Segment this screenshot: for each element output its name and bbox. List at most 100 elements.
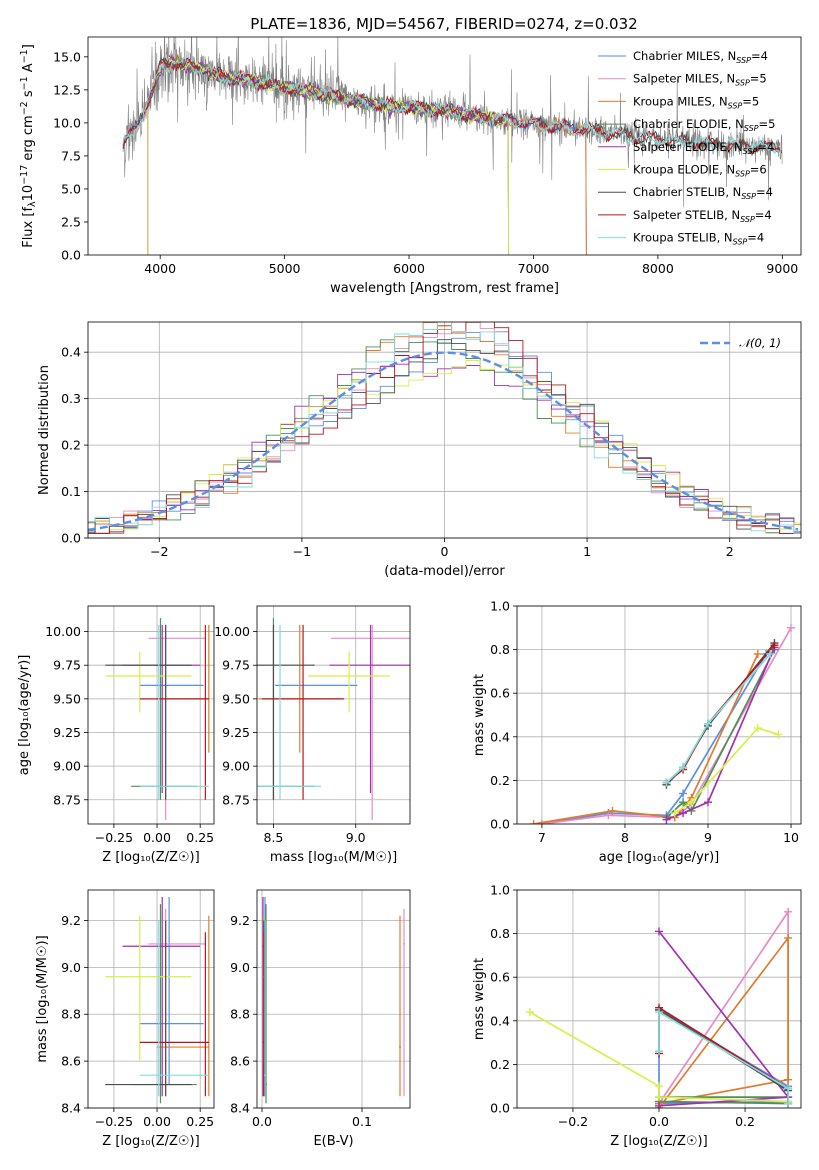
y-tick-label: 9.75: [222, 658, 250, 673]
x-tick-label: 0.1: [352, 1114, 372, 1129]
y-tick-label: 9.0: [230, 960, 250, 975]
legend-label-sub: SSP: [735, 170, 750, 179]
y-tick-label: 8.4: [230, 1101, 250, 1116]
y-label-part: erg cm: [21, 115, 36, 164]
y-axis-label: mass [log₁₀(M/M☉)]: [35, 935, 50, 1062]
legend-label-main: Salpeter STELIB, N: [633, 208, 740, 222]
legend-label-suffix: =6: [750, 163, 767, 177]
legend: 𝒩(0, 1): [700, 336, 781, 350]
axes-frame: [87, 36, 802, 256]
x-axis-label: wavelength [Angstrom, rest frame]: [330, 281, 559, 296]
plot-area: [257, 618, 410, 820]
y-tick-label: 0.4: [490, 729, 510, 744]
x-axis-label: Z [log₁₀(Z/Z☉)]: [102, 1134, 199, 1149]
legend-label-main: Kroupa MILES, N: [633, 94, 728, 108]
x-tick-label: 5000: [269, 261, 301, 276]
y-tick-label: 5.0: [61, 181, 81, 196]
model-salpeter_miles: [122, 56, 587, 255]
x-tick-label: 0.25: [186, 830, 214, 845]
x-tick-label: 0.00: [143, 1114, 171, 1129]
y-tick-label: 0.8: [490, 926, 510, 941]
legend-label-sub: SSP: [728, 101, 743, 110]
panel-mass_vs_ebv: 0.0 0.1 8.4 8.6 8.8 9.0 9.2 E(B-V): [230, 889, 411, 1149]
zw-kroupa_miles: [658, 935, 789, 1108]
y-tick-label: 0.0: [490, 817, 510, 832]
y-tick-label: 0.4: [490, 1013, 510, 1028]
x-tick-label: 0.0: [252, 1114, 272, 1129]
hist-chabrier_miles: [88, 331, 801, 534]
plot-area: [105, 897, 210, 1104]
y-label-part: −17: [19, 165, 30, 185]
y-tick-label: 0.8: [490, 642, 510, 657]
y-axis-label: mass weight: [472, 958, 487, 1040]
x-tick-label: 1: [583, 544, 591, 559]
x-tick-label: 0.2: [735, 1114, 755, 1129]
model-chabrier_miles: [122, 58, 587, 255]
y-axis-label: Flux [fλ10−17 erg cm−2 s−1 A−1]: [19, 44, 38, 248]
y-tick-label: 0.0: [490, 1101, 510, 1116]
legend-label-sub: SSP: [733, 238, 748, 247]
y-label-part: −1: [19, 76, 30, 90]
y-tick-label: 12.5: [53, 82, 81, 97]
x-tick-label: 0.00: [143, 830, 171, 845]
y-tick-label: 9.50: [222, 691, 250, 706]
legend-label-main: Chabrier ELODIE, N: [633, 117, 744, 131]
y-tick-label: 10.00: [214, 624, 250, 639]
axes: −0.25 0.00 0.25 8.75 9.00 9.25 9.50 9.75 10.00 Z …: [17, 624, 214, 865]
axes-frame: [87, 321, 802, 539]
legend-label-suffix: =4: [756, 185, 773, 199]
axes-frame: [516, 605, 802, 825]
model-kroupa_stelib: [122, 56, 783, 155]
legend-label-main: Chabrier MILES, N: [633, 49, 736, 63]
legend-label: Chabrier ELODIE, NSSP=5: [633, 117, 775, 133]
axes: 4000 5000 6000 7000 8000 9000 0.0 2.5 5.0 7.5 10.0…: [19, 44, 798, 296]
y-tick-label: 9.0: [61, 960, 81, 975]
y-tick-label: 9.75: [53, 658, 81, 673]
x-tick-label: −1: [293, 544, 311, 559]
panels: 4000 5000 6000 7000 8000 90000.02.55.07.510.0…: [17, 36, 802, 1149]
y-label-part: −2: [19, 101, 30, 115]
y-tick-label: 0.0: [61, 248, 81, 263]
legend-label-suffix: =5: [750, 72, 767, 86]
x-tick-label: −0.25: [95, 830, 133, 845]
x-axis-label: mass [log₁₀(M/M☉)]: [270, 850, 397, 865]
legend-label-suffix: =5: [759, 117, 776, 131]
axes-frame: [256, 605, 411, 825]
y-tick-label: 1.0: [490, 883, 510, 898]
x-tick-label: 8000: [642, 261, 674, 276]
x-tick-label: −0.2: [558, 1114, 588, 1129]
legend-label-sub: SSP: [740, 215, 755, 224]
y-label-part: Flux [f: [21, 207, 36, 248]
legend-label-sub: SSP: [743, 147, 758, 156]
legend-label: Chabrier STELIB, NSSP=4: [633, 185, 773, 201]
axes-frame: [87, 889, 215, 1109]
x-tick-label: −2: [150, 544, 168, 559]
x-axis-label: E(B-V): [313, 1134, 353, 1149]
y-tick-label: 0.1: [61, 484, 81, 499]
y-tick-label: 8.4: [61, 1101, 81, 1116]
legend-label-suffix: =4: [755, 208, 772, 222]
y-tick-label: 0.4: [61, 345, 81, 360]
x-tick-label: 4000: [144, 261, 176, 276]
sfh-kroupa_stelib: [665, 653, 771, 784]
legend-label-main: Salpeter MILES, N: [633, 72, 735, 86]
axes: 0.0 0.1 8.4 8.6 8.8 9.0 9.2 E(B-V): [230, 913, 372, 1149]
y-tick-label: 9.25: [222, 725, 250, 740]
y-tick-label: 8.6: [230, 1054, 250, 1069]
normal-curve: [88, 351, 799, 532]
y-tick-label: 8.75: [222, 792, 250, 807]
sfh-salpeter_miles: [541, 627, 792, 824]
axes-frame: [87, 605, 215, 825]
sfh-chabrier_miles: [541, 653, 767, 824]
plot-area: [262, 897, 405, 1104]
y-label-part: s: [21, 90, 36, 101]
y-tick-label: 0.6: [490, 970, 510, 985]
x-tick-label: −0.25: [95, 1114, 133, 1129]
x-tick-label: 9000: [766, 261, 798, 276]
hist-chabrier_elodie: [88, 339, 801, 534]
sfh-kroupa_elodie: [674, 727, 779, 814]
y-tick-label: 9.00: [53, 759, 81, 774]
y-label-part: −1: [19, 49, 30, 63]
y-tick-label: 9.00: [222, 759, 250, 774]
